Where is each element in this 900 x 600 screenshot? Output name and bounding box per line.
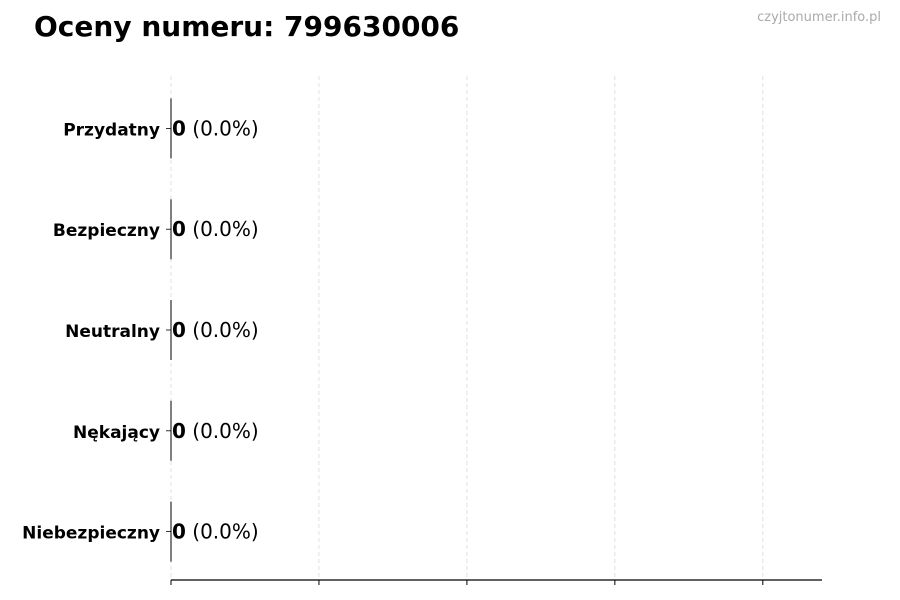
data-label: 0 (0.0%) <box>172 116 259 140</box>
data-label-percent: (0.0%) <box>186 419 259 443</box>
y-tick-label: Bezpieczny <box>53 221 160 241</box>
data-label: 0 (0.0%) <box>172 217 259 241</box>
data-label-percent: (0.0%) <box>186 217 259 241</box>
data-label-percent: (0.0%) <box>186 318 259 342</box>
data-label-percent: (0.0%) <box>186 116 259 140</box>
data-label-count: 0 <box>172 520 186 544</box>
data-label: 0 (0.0%) <box>172 520 259 544</box>
data-label: 0 (0.0%) <box>172 419 259 443</box>
y-tick-label: Niebezpieczny <box>22 524 160 544</box>
y-tick-label: Przydatny <box>63 120 160 140</box>
y-tick-label: Nękający <box>73 423 160 443</box>
chart-title: Oceny numeru: 799630006 <box>34 10 460 43</box>
y-tick-label: Neutralny <box>65 322 160 342</box>
data-label-percent: (0.0%) <box>186 520 259 544</box>
data-label: 0 (0.0%) <box>172 318 259 342</box>
data-label-count: 0 <box>172 217 186 241</box>
data-label-count: 0 <box>172 116 186 140</box>
data-label-count: 0 <box>172 419 186 443</box>
watermark: czyjtonumer.info.pl <box>757 10 881 25</box>
data-label-count: 0 <box>172 318 186 342</box>
